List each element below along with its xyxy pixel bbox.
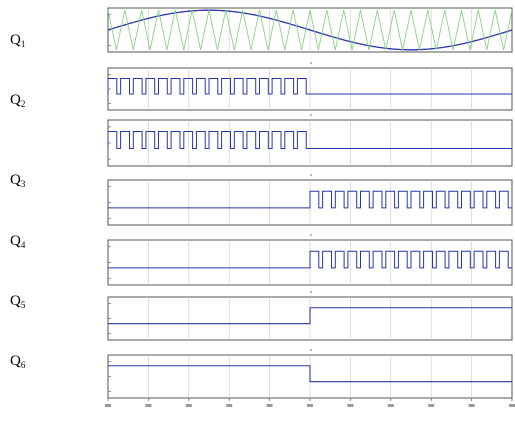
x-tick-label-mark [266,404,273,407]
x-tick-label-mark [387,404,394,407]
subplot-Q6 [107,349,513,399]
x-tick-label-mark [185,404,192,407]
x-tick-label-mark [307,404,313,407]
carrier-series [107,9,513,51]
step-series [108,365,512,383]
step-series [108,307,512,325]
subplot-Q2a [107,62,513,111]
label-q4: Q4 [10,233,26,250]
x-tick-label-mark [145,404,152,407]
x-tick-label-mark [428,404,435,407]
pulse-series [107,131,512,150]
subplot-Q5 [107,291,513,341]
subplot-Q2b [107,114,513,167]
x-tick-label-mark [347,404,354,407]
sine-series [107,9,513,51]
label-q1: Q1 [10,32,26,49]
x-tick-label-mark [226,404,233,407]
label-q6: Q6 [10,353,26,370]
label-q2: Q2 [10,92,26,109]
x-tick-label-mark [468,404,475,407]
pulse-series [107,78,512,95]
pulse-series [108,250,512,269]
x-tick-label-mark [105,404,111,407]
x-tick-label-mark [509,404,515,407]
pulse-series [108,190,512,209]
label-q3: Q3 [10,172,26,189]
label-q5: Q5 [10,293,26,310]
subplot-Q3 [107,174,513,226]
subplot-modulation [107,7,513,53]
subplot-Q4 [107,234,513,286]
